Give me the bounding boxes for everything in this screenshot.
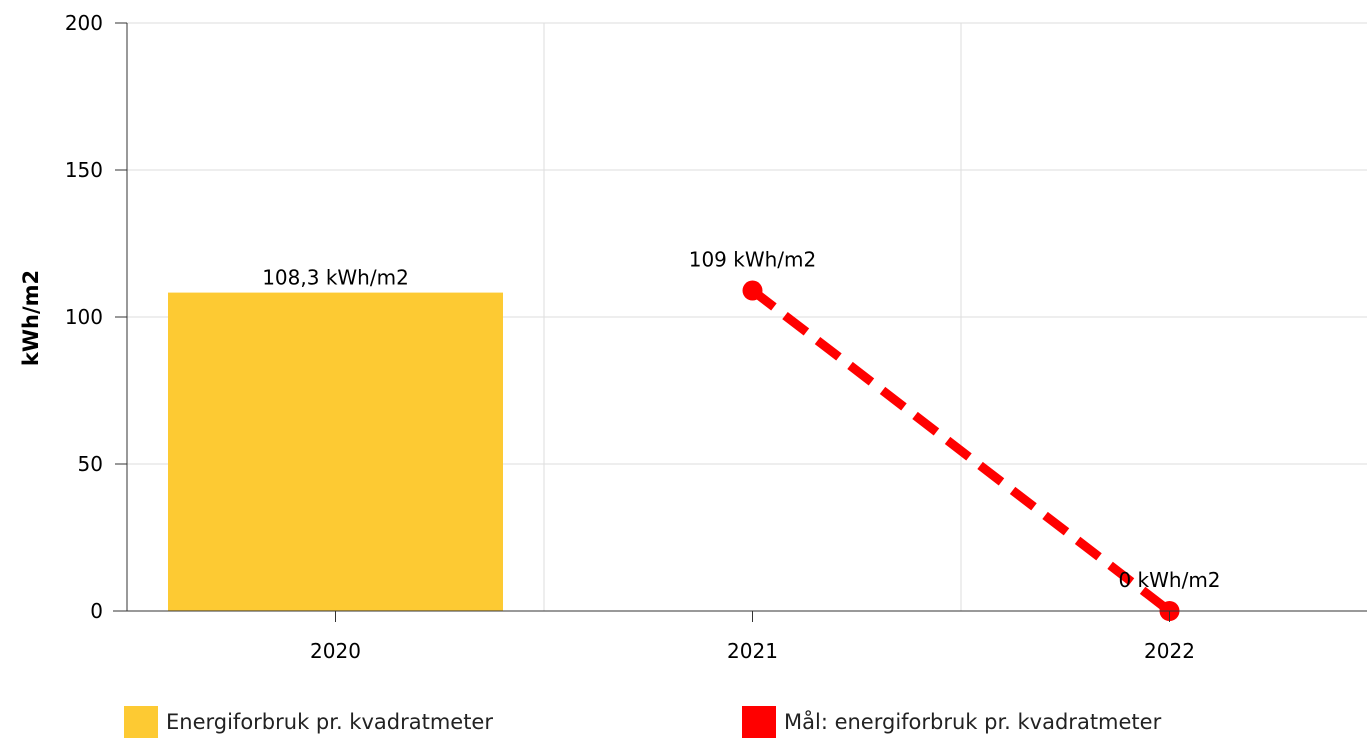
y-tick-label: 50	[78, 452, 103, 476]
axes: 0 50 100 150 200 2020 2021 2022	[65, 11, 1367, 663]
y-axis-title: kWh/m2	[19, 270, 43, 366]
bar-2020	[168, 292, 503, 611]
target-point-2021	[742, 280, 763, 301]
legend-label-target: Mål: energiforbruk pr. kvadratmeter	[784, 710, 1162, 734]
y-tick-label: 150	[65, 158, 103, 182]
legend-label-energy: Energiforbruk pr. kvadratmeter	[166, 710, 493, 734]
y-tick-label: 0	[90, 599, 103, 623]
y-tick-label: 200	[65, 11, 103, 35]
target-line	[749, 286, 1173, 615]
legend-item-energy[interactable]: Energiforbruk pr. kvadratmeter	[124, 706, 493, 738]
data-labels: 108,3 kWh/m2 109 kWh/m2 0 kWh/m2	[262, 248, 1220, 592]
x-tick-label: 2022	[1144, 639, 1195, 663]
bar-series	[168, 292, 503, 611]
y-tick-label: 100	[65, 305, 103, 329]
target-label-2021: 109 kWh/m2	[689, 248, 817, 272]
legend-swatch-energy	[124, 706, 158, 738]
x-tick-label: 2020	[310, 639, 361, 663]
x-tick-label: 2021	[727, 639, 778, 663]
target-label-2022: 0 kWh/m2	[1118, 568, 1220, 592]
legend-item-target[interactable]: Mål: energiforbruk pr. kvadratmeter	[742, 706, 1161, 738]
legend-swatch-target	[742, 706, 776, 738]
bar-label-2020: 108,3 kWh/m2	[262, 266, 409, 290]
